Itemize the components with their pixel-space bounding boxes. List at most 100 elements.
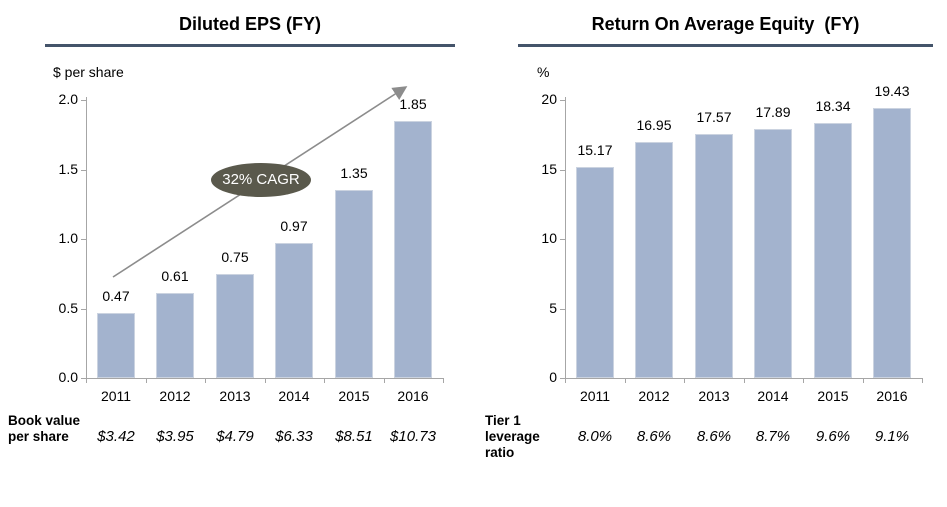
x-axis-line — [86, 378, 444, 379]
y-tick-mark — [560, 308, 565, 310]
bar-value-label: 1.85 — [399, 96, 427, 112]
x-category-label: 2012 — [159, 388, 191, 404]
y-tick-label: 0 — [549, 369, 557, 385]
footer-value: $3.42 — [97, 428, 135, 445]
x-tick-mark — [146, 379, 147, 383]
x-category-label: 2013 — [698, 388, 730, 404]
y-tick-label: 0.5 — [58, 299, 78, 316]
x-tick-mark — [744, 379, 745, 383]
x-category-label: 2013 — [219, 388, 251, 404]
y-tick-mark — [560, 169, 565, 171]
y-tick-label: 1.0 — [58, 230, 78, 246]
roae-bar-chart-area: 0 5 10 15 20 15.17 2011 8.0% 16.95 2012 8.6% 17.57 2… — [477, 0, 947, 507]
y-tick-mark — [81, 169, 86, 171]
x-axis-line — [565, 378, 923, 379]
bar-2011 — [576, 167, 614, 378]
eps-bar-chart-area: 0.0 0.5 1.0 1.5 2.0 0.47 2011 $3.42 0.61 2012 $3.9… — [0, 0, 470, 507]
bar-2012 — [635, 142, 673, 378]
bar-value-label: 18.34 — [815, 98, 851, 114]
y-tick-label: 20 — [541, 91, 557, 107]
bar-value-label: 19.43 — [874, 83, 910, 99]
footer-value: 8.6% — [636, 428, 672, 445]
eps-title-underline — [45, 44, 455, 47]
x-category-label: 2012 — [638, 388, 670, 404]
footer-value: $6.33 — [275, 428, 313, 445]
x-category-label: 2016 — [876, 388, 908, 404]
bar-2016 — [394, 121, 432, 378]
footer-value: 9.1% — [874, 428, 910, 445]
y-axis-line — [86, 97, 87, 379]
cagr-badge: 32% CAGR — [211, 163, 311, 197]
footer-value: 8.0% — [577, 428, 613, 445]
bar-2014 — [275, 243, 313, 378]
x-tick-mark — [625, 379, 626, 383]
x-tick-mark — [803, 379, 804, 383]
bar-2011 — [97, 313, 135, 378]
bar-2016 — [873, 108, 911, 378]
bar-2012 — [156, 293, 194, 378]
y-tick-mark — [81, 100, 86, 101]
roae-title-underline — [518, 44, 933, 47]
y-tick-label: 10 — [541, 230, 557, 246]
footer-value: $3.95 — [156, 428, 194, 445]
x-tick-mark — [86, 379, 87, 383]
x-tick-mark — [265, 379, 266, 383]
x-tick-mark — [384, 379, 385, 383]
y-tick-label: 15 — [541, 160, 557, 177]
bar-value-label: 17.57 — [696, 109, 732, 125]
bar-value-label: 0.97 — [280, 218, 308, 234]
y-tick-mark — [560, 378, 565, 379]
roae-chart-title: Return On Average Equity (FY) — [591, 14, 860, 34]
bar-value-label: 0.75 — [221, 249, 249, 265]
y-tick-label: 5 — [549, 299, 557, 316]
bar-2013 — [695, 134, 733, 378]
x-category-label: 2011 — [100, 388, 132, 404]
x-category-label: 2015 — [338, 388, 370, 404]
x-category-label: 2015 — [817, 388, 849, 404]
footer-value: 8.7% — [755, 428, 791, 445]
eps-unit-label: $ per share — [53, 64, 124, 80]
x-category-label: 2014 — [278, 388, 310, 404]
y-tick-label: 0.0 — [58, 369, 78, 385]
eps-chart-header: Diluted EPS (FY) — [45, 9, 455, 47]
x-tick-mark — [205, 379, 206, 383]
bar-2014 — [754, 129, 792, 378]
bar-2015 — [335, 190, 373, 378]
bar-2015 — [814, 123, 852, 378]
y-tick-label: 1.5 — [58, 160, 78, 177]
footer-value: $4.79 — [216, 428, 254, 445]
y-tick-mark — [560, 100, 565, 101]
y-axis-line — [565, 97, 566, 379]
bar-value-label: 0.47 — [102, 288, 130, 304]
x-tick-mark — [684, 379, 685, 383]
roae-unit-label: % — [537, 64, 550, 80]
x-tick-mark — [443, 379, 444, 383]
x-tick-mark — [565, 379, 566, 383]
y-tick-mark — [81, 308, 86, 310]
book-value-footer-label: Book value per share — [8, 413, 81, 444]
bar-value-label: 15.17 — [577, 142, 613, 158]
y-tick-label: 2.0 — [58, 91, 78, 107]
eps-chart-title: Diluted EPS (FY) — [178, 14, 321, 34]
roae-chart-panel: Return On Average Equity (FY) % 0 5 10 15 20… — [477, 0, 947, 507]
y-tick-mark — [81, 239, 86, 240]
bar-value-label: 17.89 — [755, 104, 791, 120]
bar-value-label: 1.35 — [340, 165, 368, 181]
x-tick-mark — [863, 379, 864, 383]
diluted-eps-chart-panel: Diluted EPS (FY) $ per share 0.0 0.5 1.0 1.… — [0, 0, 470, 507]
x-category-label: 2016 — [397, 388, 429, 404]
footer-value: $8.51 — [335, 428, 373, 445]
footer-value: $10.73 — [390, 428, 436, 445]
tier1-footer-label: Tier 1 leverage ratio — [485, 413, 540, 460]
y-tick-mark — [560, 239, 565, 240]
bar-value-label: 16.95 — [636, 117, 672, 133]
x-category-label: 2014 — [757, 388, 789, 404]
y-tick-mark — [81, 378, 86, 379]
bar-2013 — [216, 274, 254, 378]
roae-chart-header: Return On Average Equity (FY) — [518, 9, 933, 47]
x-tick-mark — [324, 379, 325, 383]
footer-value: 9.6% — [815, 428, 851, 445]
bar-value-label: 0.61 — [161, 268, 189, 284]
footer-value: 8.6% — [696, 428, 732, 445]
